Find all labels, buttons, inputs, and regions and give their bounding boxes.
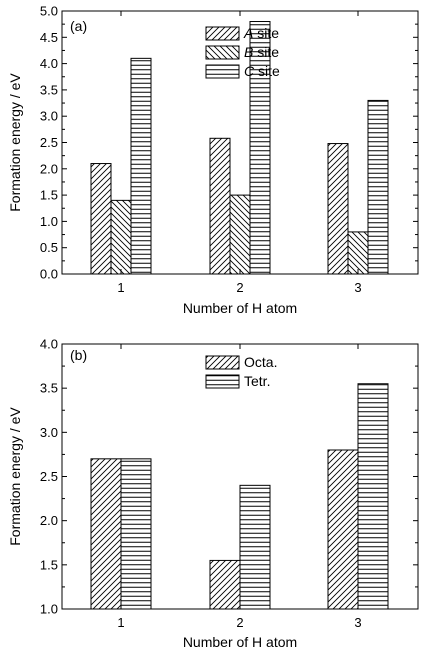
bar-c-site-1 xyxy=(130,57,152,275)
bar-a-site-2 xyxy=(209,137,231,275)
y-tick-label: 3.5 xyxy=(40,82,58,97)
y-axis-title: Formation energy / eV xyxy=(7,407,23,546)
y-tick-label: 2.0 xyxy=(40,513,58,528)
x-tick-label: 3 xyxy=(354,615,361,630)
x-tick-label: 3 xyxy=(354,280,361,295)
panel-label: (a) xyxy=(70,18,87,34)
chart-panel-a: 0.0 0.5 1.0 1.5 2.0 2.5 3.0 3.5 4.0 4.5 5.0 1 2 3 Numb… xyxy=(7,4,419,316)
bar-a-site-3 xyxy=(327,143,349,275)
y-tick-label: 5.0 xyxy=(40,4,58,19)
legend-swatch xyxy=(205,355,240,370)
y-tick-label: 2.5 xyxy=(40,469,58,484)
y-tick-label: 0.5 xyxy=(40,240,58,255)
legend-label: C site xyxy=(244,63,280,79)
bar-tetr-3 xyxy=(357,383,389,610)
bar-b-site-1 xyxy=(110,199,132,275)
y-tick-label: 2.5 xyxy=(40,135,58,150)
legend-swatch xyxy=(205,64,240,79)
legend-swatch xyxy=(205,26,240,41)
y-tick-label: 1.0 xyxy=(40,214,58,229)
legend-swatch xyxy=(205,374,240,389)
x-tick-label: 1 xyxy=(117,615,124,630)
bar-octa-1 xyxy=(90,458,122,610)
y-tick-label: 4.5 xyxy=(40,30,58,45)
y-axis-title: Formation energy / eV xyxy=(7,73,23,212)
y-tick-label: 3.0 xyxy=(40,425,58,440)
bar-c-site-3 xyxy=(367,99,389,275)
panel-label: (b) xyxy=(70,347,87,363)
bar-tetr-1 xyxy=(120,458,152,610)
x-tick-label: 2 xyxy=(236,615,243,630)
x-tick-label: 2 xyxy=(236,280,243,295)
legend-label: A site xyxy=(243,25,279,41)
legend-label: Tetr. xyxy=(244,373,270,389)
y-tick-label: 1.5 xyxy=(40,188,58,203)
bar-tetr-2 xyxy=(239,484,271,610)
bar-octa-2 xyxy=(209,559,241,610)
chart-panel-b: 1.0 1.5 2.0 2.5 3.0 3.5 4.0 1 2 3 Number of H atom… xyxy=(7,337,419,650)
y-tick-label: 1.0 xyxy=(40,602,58,617)
legend-label: Octa. xyxy=(244,354,277,370)
y-tick-label: 4.0 xyxy=(40,56,58,71)
bar-octa-3 xyxy=(327,449,359,610)
y-tick-label: 3.5 xyxy=(40,381,58,396)
x-axis-title: Number of H atom xyxy=(183,300,297,316)
y-tick-label: 2.0 xyxy=(40,161,58,176)
bar-b-site-2 xyxy=(229,194,251,275)
y-tick-label: 1.5 xyxy=(40,557,58,572)
legend-label: B site xyxy=(244,44,279,60)
legend-swatch xyxy=(205,45,240,60)
y-tick-label: 4.0 xyxy=(40,337,58,352)
x-tick-label: 1 xyxy=(117,280,124,295)
y-tick-label: 3.0 xyxy=(40,109,58,124)
x-axis-title: Number of H atom xyxy=(183,634,297,650)
bar-b-site-3 xyxy=(347,231,369,275)
y-tick-label: 0.0 xyxy=(40,267,58,282)
bar-a-site-1 xyxy=(90,163,112,275)
